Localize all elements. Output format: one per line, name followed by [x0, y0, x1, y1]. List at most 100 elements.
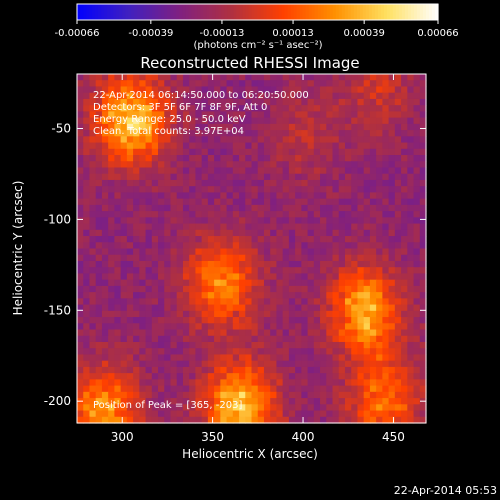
heatmap-cell [307, 105, 315, 112]
heatmap-cell [195, 74, 203, 81]
heatmap-cell [220, 348, 228, 356]
heatmap-cell [332, 373, 340, 380]
heatmap-cell [332, 267, 340, 275]
heatmap-cell [257, 398, 265, 405]
heatmap-cell [207, 236, 215, 243]
heatmap-cell [232, 292, 240, 299]
heatmap-cell [376, 211, 383, 218]
colorbar-segment [296, 4, 301, 20]
heatmap-cell [270, 310, 278, 318]
heatmap-cell [307, 341, 315, 349]
heatmap-cell [401, 254, 408, 262]
colorbar-segment [401, 4, 406, 20]
heatmap-cell [419, 167, 427, 175]
heatmap-cell [95, 204, 103, 212]
heatmap-cell [419, 92, 427, 100]
heatmap-cell [207, 242, 215, 250]
colorbar-segment [353, 4, 358, 20]
heatmap-cell [201, 292, 209, 299]
heatmap-cell [176, 304, 184, 312]
colorbar-frame [76, 3, 439, 21]
heatmap-cell [369, 354, 377, 362]
heatmap-cell [282, 292, 290, 299]
heatmap-cell [326, 267, 334, 275]
heatmap-cell [120, 310, 128, 318]
heatmap-cell [133, 335, 140, 343]
heatmap-cell [77, 211, 84, 218]
heatmap-cell [77, 80, 84, 88]
heatmap-cell [83, 379, 91, 387]
heatmap-cell [77, 298, 84, 306]
heatmap-cell [276, 416, 284, 424]
heatmap-cell [344, 373, 352, 380]
heatmap-cell [145, 410, 153, 418]
heatmap-cell [120, 317, 128, 324]
heatmap-cell [295, 86, 302, 94]
heatmap-cell [394, 223, 402, 231]
heatmap-cell [382, 248, 390, 256]
heatmap-cell [83, 192, 91, 200]
heatmap-cell [257, 366, 265, 374]
heatmap-cell [139, 130, 147, 137]
heatmap-cell [89, 142, 97, 150]
heatmap-cell [120, 123, 128, 131]
heatmap-cell [176, 204, 184, 212]
heatmap-cell [201, 204, 209, 212]
heatmap-cell [189, 391, 197, 399]
heatmap-cell [376, 285, 383, 293]
heatmap-cell [108, 173, 115, 181]
heatmap-cell [351, 279, 359, 287]
heatmap-cell [189, 173, 197, 181]
heatmap-cell [145, 292, 153, 299]
heatmap-cell [158, 80, 165, 88]
heatmap-cell [376, 360, 383, 368]
x-tick-label: 300 [111, 430, 134, 444]
heatmap-cell [419, 360, 427, 368]
heatmap-cell [220, 80, 228, 88]
heatmap-cell [320, 123, 327, 131]
heatmap-cell [189, 348, 197, 356]
heatmap-cell [338, 404, 346, 412]
heatmap-cell [344, 366, 352, 374]
heatmap-cell [201, 80, 209, 88]
heatmap-cell [263, 267, 271, 275]
heatmap-cell [207, 105, 215, 112]
heatmap-cell [332, 111, 340, 119]
heatmap-cell [239, 360, 246, 368]
heatmap-cell [126, 74, 134, 81]
heatmap-cell [407, 236, 415, 243]
heatmap-cell [201, 173, 209, 181]
heatmap-cell [114, 410, 122, 418]
heatmap-cell [195, 167, 203, 175]
heatmap-cell [257, 298, 265, 306]
heatmap-cell [89, 298, 97, 306]
heatmap-cell [344, 323, 352, 331]
heatmap-cell [201, 279, 209, 287]
heatmap-cell [239, 98, 246, 106]
heatmap-cell [207, 366, 215, 374]
heatmap-cell [313, 385, 321, 393]
heatmap-cell [220, 354, 228, 362]
heatmap-cell [320, 273, 327, 281]
heatmap-cell [320, 105, 327, 112]
heatmap-cell [388, 317, 396, 324]
heatmap-cell [126, 179, 134, 187]
heatmap-cell [77, 292, 84, 299]
heatmap-cell [419, 385, 427, 393]
heatmap-cell [263, 279, 271, 287]
heatmap-cell [195, 130, 203, 137]
heatmap-cell [83, 80, 91, 88]
heatmap-cell [357, 366, 365, 374]
heatmap-cell [351, 254, 359, 262]
heatmap-cell [257, 130, 265, 137]
heatmap-cell [182, 111, 190, 119]
heatmap-cell [89, 379, 97, 387]
heatmap-cell [376, 260, 383, 268]
heatmap-cell [320, 310, 327, 318]
colorbar-tick-label: -0.00013 [199, 28, 244, 39]
heatmap-cell [145, 98, 153, 106]
heatmap-cell [263, 292, 271, 299]
heatmap-cell [394, 136, 402, 144]
heatmap-cell [133, 329, 140, 337]
annotation-detectors: Detectors: 3F 5F 6F 7F 8F 9F, Att 0 [93, 102, 267, 113]
